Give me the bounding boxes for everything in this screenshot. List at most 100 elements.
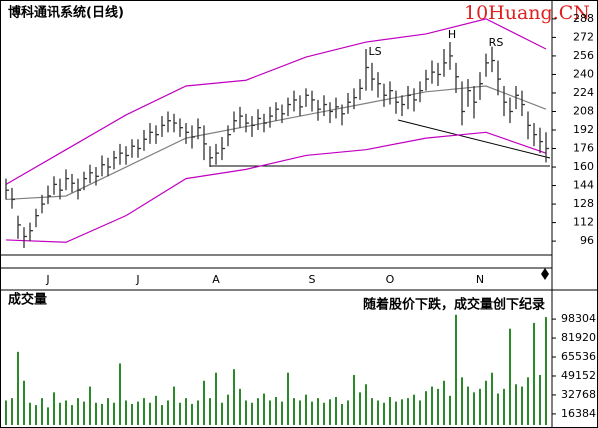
volume-bar	[107, 398, 109, 425]
volume-bar	[515, 384, 517, 425]
volume-bar	[509, 328, 511, 425]
volume-bar	[227, 394, 229, 425]
volume-bar	[479, 388, 481, 425]
volume-bar	[347, 400, 349, 425]
panel-title: 成交量	[8, 292, 47, 308]
volume-bar	[419, 400, 421, 425]
volume-bar	[287, 372, 289, 425]
volume-bar	[29, 402, 31, 425]
annotation: LS	[368, 45, 381, 58]
volume-bar	[239, 388, 241, 425]
y-tick-label: 208	[573, 104, 594, 117]
volume-bar	[383, 402, 385, 425]
volume-bar	[125, 400, 127, 425]
volume-bar	[149, 402, 151, 425]
volume-bar	[365, 384, 367, 425]
volume-bar	[179, 402, 181, 425]
volume-bar	[317, 398, 319, 425]
volume-bar	[143, 398, 145, 425]
volume-bar	[455, 314, 457, 425]
annotation: RS	[489, 36, 504, 49]
volume-bar	[35, 405, 37, 425]
band-line	[5, 131, 547, 243]
volume-bar	[221, 402, 223, 425]
x-tick-label: S	[309, 273, 316, 286]
volume-bar	[233, 369, 235, 425]
y-tick-label: 192	[573, 123, 594, 136]
volume-bar	[71, 405, 73, 425]
volume-bar	[311, 401, 313, 425]
y-tick-label: 112	[573, 216, 594, 229]
watermark: 10Huang.CN	[464, 2, 590, 24]
volume-bar	[11, 398, 13, 425]
volume-bar	[545, 317, 547, 425]
volume-bar	[215, 372, 217, 425]
volume-bar	[161, 405, 163, 425]
volume-bar	[77, 398, 79, 425]
y-tick-label: 240	[573, 67, 594, 80]
volume-bar	[539, 375, 541, 425]
volume-bar	[101, 403, 103, 425]
volume-bar	[89, 386, 91, 425]
volume-bar	[305, 394, 307, 425]
y-tick-label: 81920	[561, 331, 596, 344]
marker	[541, 268, 549, 280]
y-tick-label: 272	[573, 30, 594, 43]
volume-bar	[299, 400, 301, 425]
y-tick-label: 98304	[561, 312, 596, 325]
volume-bar	[191, 403, 193, 425]
volume-bar	[437, 388, 439, 425]
volume-bar	[407, 398, 409, 425]
annotation: H	[448, 28, 456, 41]
volume-bar	[323, 402, 325, 425]
volume-bar	[533, 322, 535, 425]
volume-bar	[155, 395, 157, 425]
y-tick-label: 128	[573, 197, 594, 210]
volume-bar	[413, 394, 415, 425]
volume-bar	[449, 395, 451, 425]
volume-bar	[257, 398, 259, 425]
x-tick-label: O	[386, 273, 395, 286]
y-tick-label: 176	[573, 142, 594, 155]
volume-bar	[17, 351, 19, 425]
volume-bar	[263, 393, 265, 425]
volume-bar	[377, 400, 379, 425]
volume-bar	[173, 386, 175, 425]
volume-bar	[209, 398, 211, 425]
y-tick-label: 288	[573, 12, 594, 25]
y-tick-label: 32768	[561, 388, 596, 401]
volume-bar	[41, 398, 43, 425]
volume-bar	[443, 380, 445, 425]
volume-bar	[335, 396, 337, 425]
volume-bar	[401, 399, 403, 425]
volume-bar	[527, 377, 529, 425]
x-tick-label: J	[45, 273, 49, 286]
volume-bar	[137, 401, 139, 425]
volume-bar	[23, 380, 25, 425]
volume-bar	[65, 400, 67, 425]
y-tick-label: 160	[573, 160, 594, 173]
y-tick-label: 144	[573, 179, 594, 192]
volume-bar	[521, 386, 523, 425]
volume-bar	[185, 398, 187, 425]
y-tick-label: 49152	[561, 369, 596, 382]
y-tick-label: 256	[573, 49, 594, 62]
volume-bar	[119, 363, 121, 425]
volume-bar	[491, 372, 493, 425]
volume-bar	[113, 402, 115, 425]
volume-bar	[473, 392, 475, 425]
annotation: 随着股价下跌，成交量创下纪录	[363, 297, 545, 313]
volume-bar	[485, 380, 487, 425]
volume-bar	[371, 398, 373, 425]
volume-bar	[275, 396, 277, 425]
volume-bar	[341, 403, 343, 425]
volume-bar	[395, 401, 397, 425]
volume-bar	[281, 401, 283, 425]
volume-bar	[203, 380, 205, 425]
volume-bar	[53, 392, 55, 425]
volume-bar	[359, 392, 361, 425]
volume-bar	[425, 391, 427, 425]
x-tick-label: N	[476, 273, 484, 286]
